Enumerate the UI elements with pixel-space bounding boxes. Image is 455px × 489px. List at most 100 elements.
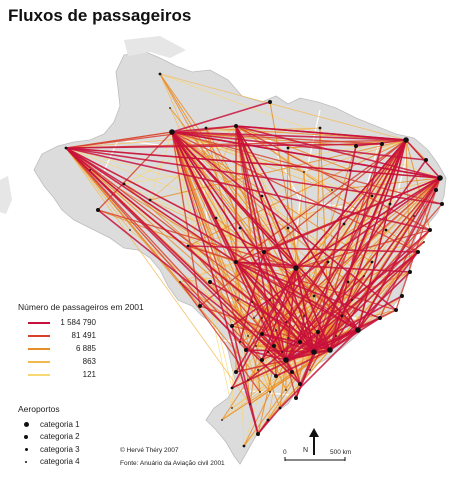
flow-line [357, 251, 419, 331]
airport-marker [388, 202, 392, 206]
flow-line [395, 177, 441, 311]
airport-marker [408, 270, 412, 274]
flow-line [149, 131, 173, 201]
airport-category-label: categoria 1 [40, 419, 80, 429]
airport-marker [355, 327, 361, 333]
airport-marker [64, 146, 68, 150]
flow-line [239, 251, 265, 343]
airport-marker [89, 169, 91, 171]
flow-line [235, 125, 407, 141]
flow-line [149, 139, 407, 201]
flow-line [65, 143, 383, 149]
airport-marker [335, 335, 337, 337]
airport-marker [169, 107, 171, 109]
flow-legend-row: 6 885 [18, 342, 144, 355]
airport-marker [122, 182, 126, 186]
flow-line [281, 275, 365, 353]
airport-marker [312, 294, 316, 298]
airport-marker [434, 188, 438, 192]
airport-marker [274, 374, 278, 378]
flow-line [405, 139, 441, 179]
airport-marker [413, 215, 415, 217]
airport-marker [428, 228, 432, 232]
flow-swatch [28, 347, 50, 350]
map-title: Fluxos de passageiros [8, 6, 192, 25]
airport-marker [286, 146, 290, 150]
airport-marker [158, 72, 162, 76]
flow-line [179, 281, 261, 393]
airport-marker [259, 391, 261, 393]
flow-line [65, 147, 315, 353]
airport-marker [378, 316, 382, 320]
flow-line [159, 73, 441, 179]
airport-marker [283, 357, 289, 363]
flow-line [235, 261, 359, 331]
airport-marker [267, 351, 269, 353]
airport-marker [231, 407, 233, 409]
flow-line [171, 131, 441, 179]
airport-legend-heading: Aeroportos [18, 404, 60, 414]
airport-marker [424, 158, 428, 162]
flow-line [171, 131, 427, 161]
flow-line [65, 147, 431, 231]
flow-line [215, 139, 407, 219]
flow-line [231, 325, 259, 435]
flow-value-label: 6 885 [75, 344, 96, 353]
flow-line [295, 267, 315, 353]
flow-line [247, 241, 425, 381]
airport-category-dot [24, 434, 28, 439]
airport-marker [437, 175, 443, 181]
flow-legend-heading: Número de passageiros em 2001 [18, 302, 144, 312]
airport-marker [363, 275, 365, 277]
flow-line [199, 139, 407, 307]
flow-legend-row: 863 [18, 355, 144, 368]
flow-line [65, 147, 359, 331]
airport-marker [269, 299, 271, 301]
airport-marker [342, 222, 346, 226]
airport-marker [234, 260, 238, 264]
airport-marker [247, 379, 249, 381]
airport-marker [440, 202, 444, 206]
airport-marker [327, 347, 333, 353]
airport-category-dot [24, 447, 28, 451]
airport-marker [169, 129, 175, 135]
airport-marker [260, 194, 264, 198]
flow-line [235, 125, 315, 353]
airport-marker [287, 337, 289, 339]
flow-line [159, 73, 407, 141]
flow-line [357, 215, 415, 331]
flow-value-label: 81 491 [71, 331, 96, 340]
airport-marker [96, 208, 100, 212]
flow-line [171, 131, 391, 205]
airport-marker [275, 329, 277, 331]
flow-line [171, 131, 333, 191]
airport-marker [298, 340, 302, 344]
flow-line [295, 177, 441, 269]
airport-marker [298, 382, 302, 386]
flow-line [275, 349, 331, 377]
flow-line [123, 183, 315, 353]
flow-swatch [28, 373, 50, 376]
flow-line [285, 359, 297, 399]
airport-category-label: categoria 2 [40, 432, 80, 442]
flow-swatch [28, 360, 50, 363]
airport-marker [266, 418, 270, 422]
airport-marker [186, 244, 190, 248]
airport-marker [179, 281, 181, 283]
flow-legend-row: 81 491 [18, 329, 144, 342]
flow-line [231, 267, 297, 389]
airport-marker [293, 265, 299, 271]
flow-line [171, 131, 419, 253]
airport-marker [249, 403, 251, 405]
airport-marker [221, 419, 223, 421]
airport-legend-row: categoria 3 [18, 443, 80, 456]
flow-line [329, 177, 441, 351]
flow-line [405, 139, 431, 231]
airport-category-label: categoria 4 [40, 457, 80, 467]
airport-marker [303, 171, 305, 173]
airport-marker [244, 348, 248, 352]
flow-line [171, 131, 331, 351]
airport-category-dot [23, 421, 29, 427]
flow-line [285, 267, 297, 361]
flow-line [235, 125, 441, 179]
